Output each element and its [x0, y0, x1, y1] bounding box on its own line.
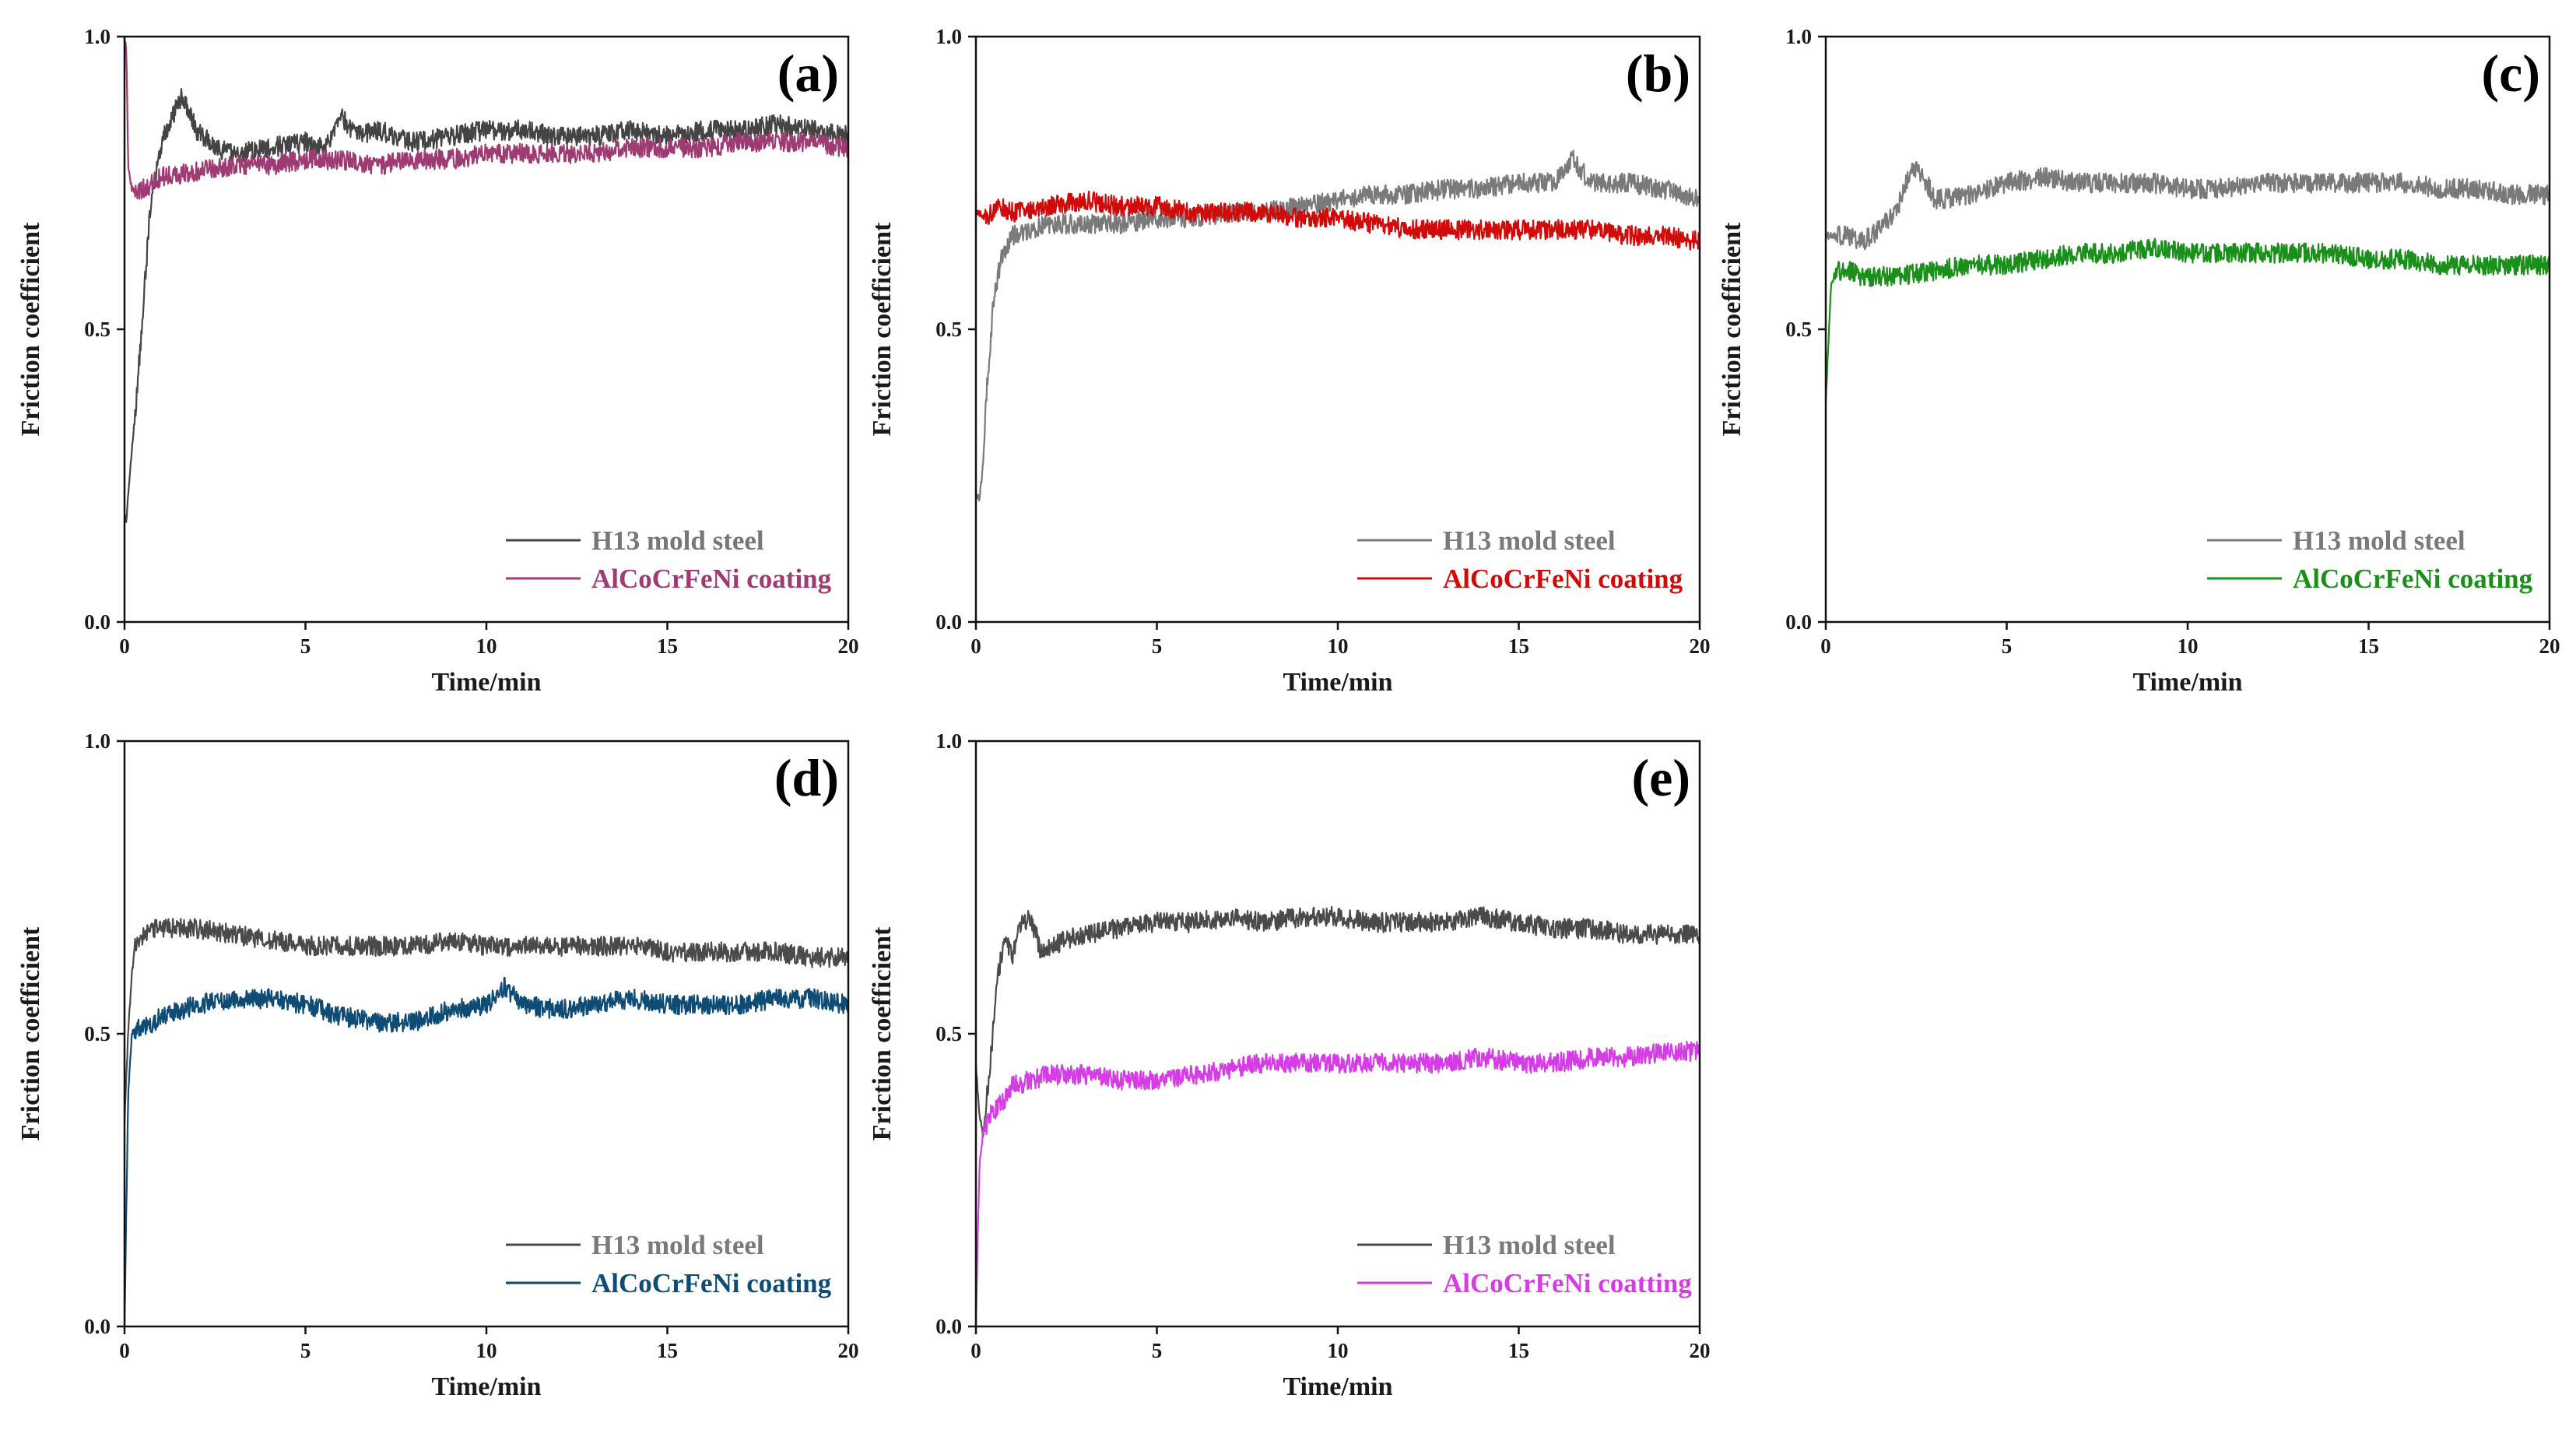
- y-tick-label: 1.0: [935, 25, 962, 48]
- y-axis-label: Friction coefficient: [868, 222, 897, 436]
- series-line-h13-steel: [123, 918, 850, 1125]
- legend-label: AlCoCrFeNi coating: [1443, 564, 1683, 594]
- y-tick-label: 0.5: [935, 318, 962, 341]
- legend-label: AlCoCrFeNi coating: [591, 564, 832, 594]
- series-line-h13-steel: [974, 149, 1701, 502]
- series-line-coating: [975, 190, 1701, 251]
- y-axis-label: Friction coefficient: [1718, 222, 1746, 436]
- chart-svg: 0 5 10 15 20 0.0 0.5 1.0 Time/min Friction coeffi…: [868, 25, 1711, 697]
- panel-label: (b): [1626, 44, 1690, 103]
- legend-label: AlCoCrFeNi coatting: [1443, 1268, 1692, 1298]
- y-tick-label: 0.0: [84, 1315, 111, 1338]
- series-line-h13-steel: [1824, 161, 2551, 251]
- series-line-coating: [123, 37, 849, 200]
- chart-svg: 0 5 10 15 20 0.0 0.5 1.0 Time/min Friction coeffi…: [1718, 25, 2560, 697]
- y-tick-label: 1.0: [84, 25, 111, 48]
- panel-label: (c): [2482, 44, 2540, 103]
- x-tick-label: 0: [119, 1339, 130, 1362]
- legend-label: H13 mold steel: [2293, 525, 2465, 556]
- x-tick-label: 5: [2002, 634, 2013, 658]
- x-axis-label: Time/min: [2132, 668, 2242, 697]
- series-line-h13-steel: [123, 87, 850, 523]
- series-line-coating: [123, 976, 850, 1326]
- y-tick-label: 0.0: [935, 610, 962, 634]
- x-tick-label: 5: [1152, 1339, 1163, 1362]
- x-tick-label: 5: [1152, 634, 1163, 658]
- y-axis-label: Friction coefficient: [16, 222, 45, 436]
- panel-d: 0 5 10 15 20 0.0 0.5 1.0 Time/min Friction coeffi…: [0, 704, 872, 1413]
- legend-label: H13 mold steel: [1443, 1230, 1616, 1260]
- series-line-h13-steel: [974, 905, 1701, 1138]
- x-tick-label: 15: [657, 634, 678, 658]
- x-tick-label: 0: [970, 1339, 981, 1362]
- legend-label: H13 mold steel: [591, 525, 764, 556]
- panel-e: 0 5 10 15 20 0.0 0.5 1.0 Time/min Friction coeffi…: [851, 704, 1723, 1413]
- legend-label: AlCoCrFeNi coating: [2293, 564, 2533, 594]
- x-tick-label: 0: [970, 634, 981, 658]
- y-tick-label: 1.0: [1785, 25, 1812, 48]
- x-tick-label: 10: [476, 634, 497, 658]
- x-tick-label: 0: [119, 634, 130, 658]
- chart-svg: 0 5 10 15 20 0.0 0.5 1.0 Time/min Friction coeffi…: [868, 729, 1711, 1401]
- y-tick-label: 0.5: [1785, 318, 1812, 341]
- x-tick-label: 10: [476, 1339, 497, 1362]
- y-axis-label: Friction coefficient: [16, 926, 45, 1140]
- x-axis-label: Time/min: [431, 1372, 541, 1401]
- x-tick-label: 15: [1508, 1339, 1529, 1362]
- panel-label: (d): [774, 748, 839, 807]
- x-tick-label: 10: [2178, 634, 2199, 658]
- chart-svg: 0 5 10 15 20 0.0 0.5 1.0 Time/min Friction coeffi…: [16, 729, 859, 1401]
- y-tick-label: 0.5: [84, 318, 111, 341]
- series-line-coating: [974, 1041, 1701, 1325]
- y-tick-label: 0.0: [935, 1315, 962, 1338]
- x-axis-label: Time/min: [431, 668, 541, 697]
- panel-label: (e): [1632, 748, 1690, 807]
- x-tick-label: 5: [300, 634, 311, 658]
- y-tick-label: 1.0: [84, 729, 111, 753]
- x-tick-label: 20: [2539, 634, 2560, 658]
- series-line-coating: [1824, 237, 2551, 405]
- x-tick-label: 15: [2358, 634, 2379, 658]
- x-tick-label: 0: [1820, 634, 1831, 658]
- x-axis-label: Time/min: [1283, 668, 1392, 697]
- x-tick-label: 5: [300, 1339, 311, 1362]
- x-tick-label: 20: [1690, 634, 1711, 658]
- y-tick-label: 1.0: [935, 729, 962, 753]
- panel-c: 0 5 10 15 20 0.0 0.5 1.0 Time/min Friction coeffi…: [1701, 0, 2573, 708]
- panel-b: 0 5 10 15 20 0.0 0.5 1.0 Time/min Friction coeffi…: [851, 0, 1723, 708]
- y-axis-label: Friction coefficient: [868, 926, 897, 1140]
- x-tick-label: 20: [838, 634, 859, 658]
- legend-label: H13 mold steel: [591, 1230, 764, 1260]
- y-tick-label: 0.0: [84, 610, 111, 634]
- chart-svg: 0 5 10 15 20 0.0 0.5 1.0 Time/min Friction coeffi…: [16, 25, 859, 697]
- y-tick-label: 0.5: [935, 1022, 962, 1045]
- x-tick-label: 10: [1328, 1339, 1349, 1362]
- x-tick-label: 20: [838, 1339, 859, 1362]
- x-tick-label: 15: [1508, 634, 1529, 658]
- x-tick-label: 10: [1328, 634, 1349, 658]
- legend-label: H13 mold steel: [1443, 525, 1616, 556]
- x-tick-label: 20: [1690, 1339, 1711, 1362]
- y-tick-label: 0.5: [84, 1022, 111, 1045]
- x-axis-label: Time/min: [1283, 1372, 1392, 1401]
- y-tick-label: 0.0: [1785, 610, 1812, 634]
- panel-a: 0 5 10 15 20 0.0 0.5 1.0 Time/min Friction coeffi…: [0, 0, 872, 708]
- panel-label: (a): [777, 44, 839, 103]
- legend-label: AlCoCrFeNi coating: [591, 1268, 832, 1298]
- x-tick-label: 15: [657, 1339, 678, 1362]
